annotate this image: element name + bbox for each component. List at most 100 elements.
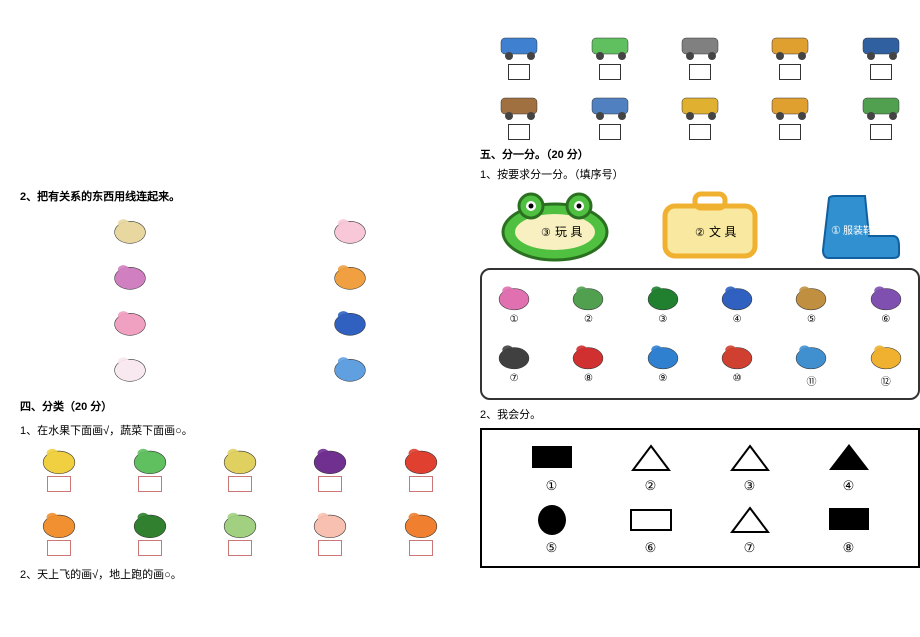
bear-icon [789, 280, 833, 312]
shape-number: ② [645, 478, 657, 494]
shape-number: ① [546, 478, 558, 494]
vehicle-item [853, 28, 909, 80]
pants-icon [789, 339, 833, 371]
sort-item: ⑨ [641, 339, 685, 388]
items-box: ① ② ③ ④ ⑤ ⑥ ⑦ [480, 268, 920, 400]
item-number: ② [584, 314, 593, 325]
roller-icon [582, 88, 638, 124]
item-number: ⑧ [584, 373, 593, 384]
answer-box[interactable] [47, 476, 71, 492]
answer-box[interactable] [138, 476, 162, 492]
bus-icon [762, 28, 818, 64]
fruit-row-1 [20, 442, 460, 492]
q5-2-text: 2、我会分。 [480, 406, 920, 422]
sort-item: ③ [641, 280, 685, 325]
answer-box[interactable] [228, 476, 252, 492]
answer-box[interactable] [409, 540, 433, 556]
shape-item: ① [522, 440, 582, 494]
svg-text:③: ③ [541, 227, 551, 239]
shape-icon [625, 502, 677, 536]
answer-box[interactable] [599, 64, 621, 80]
q5-heading: 五、分一分。（20 分） [480, 146, 920, 162]
q2-heading: 2、把有关系的东西用线连起来。 [20, 188, 460, 204]
answer-box[interactable] [779, 124, 801, 140]
answer-box[interactable] [508, 124, 530, 140]
sort-item: ⑩ [715, 339, 759, 388]
shape-item: ④ [819, 440, 879, 494]
shape-icon [625, 440, 677, 474]
answer-box[interactable] [409, 476, 433, 492]
shape-icon [526, 440, 578, 474]
truck-icon [582, 28, 638, 64]
sort-item: ⑪ [789, 339, 833, 388]
sort-item: ⑤ [789, 280, 833, 325]
sort-item: ⑫ [864, 339, 908, 388]
item-number: ⑥ [881, 314, 890, 325]
answer-box[interactable] [870, 124, 892, 140]
answer-box[interactable] [689, 124, 711, 140]
match-right-col [328, 212, 372, 384]
q4-1-text: 1、在水果下面画√，蔬菜下面画○。 [20, 422, 460, 438]
tomato-icon [398, 442, 444, 476]
shape-number: ⑧ [843, 540, 855, 556]
eggplant-icon [307, 442, 353, 476]
shape-item: ⑤ [522, 502, 582, 556]
item-number: ⑦ [510, 373, 519, 384]
peapod-icon [127, 442, 173, 476]
vehicle-row-1 [480, 28, 920, 80]
answer-box[interactable] [508, 64, 530, 80]
answer-box[interactable] [318, 540, 342, 556]
vehicle-item [853, 88, 909, 140]
shoes-icon [108, 304, 152, 338]
vehicle-item [672, 28, 728, 80]
bag-category: ② 文 具 [655, 188, 765, 262]
answer-box[interactable] [599, 124, 621, 140]
produce-item [36, 442, 82, 492]
jacket-icon [492, 280, 536, 312]
shape-icon [823, 440, 875, 474]
q4-heading: 四、分类（20 分） [20, 398, 460, 414]
answer-box[interactable] [138, 540, 162, 556]
shape-icon [724, 440, 776, 474]
jet-icon [762, 88, 818, 124]
cap-icon [566, 339, 610, 371]
item-number: ⑪ [806, 373, 816, 388]
produce-item [127, 442, 173, 492]
chick-icon [864, 339, 908, 371]
item-number: ⑩ [733, 373, 742, 384]
sort-item: ⑥ [864, 280, 908, 325]
vehicle-item [582, 28, 638, 80]
frog-category: ③ 玩 具 [495, 188, 615, 262]
shapes-row-1: ① ② ③ ④ [502, 440, 898, 494]
item-number: ⑨ [658, 373, 667, 384]
shape-item: ③ [720, 440, 780, 494]
cup-icon [328, 304, 372, 338]
shape-icon [823, 502, 875, 536]
boot-category: ① 服装鞋帽 [805, 188, 905, 262]
sort-item: ① [492, 280, 536, 325]
shape-item: ⑦ [720, 502, 780, 556]
produce-item [307, 442, 353, 492]
excavator-icon [672, 88, 728, 124]
svg-text:玩 具: 玩 具 [555, 225, 582, 239]
shape-number: ⑦ [744, 540, 756, 556]
shape-icon [724, 502, 776, 536]
tractor-icon [853, 88, 909, 124]
answer-box[interactable] [228, 540, 252, 556]
vehicle-item [491, 28, 547, 80]
svg-text:服装鞋帽: 服装鞋帽 [843, 224, 883, 237]
item-number: ⑫ [881, 373, 891, 388]
produce-item [398, 442, 444, 492]
sort-item: ② [566, 280, 610, 325]
fruit-row-2 [20, 506, 460, 556]
answer-box[interactable] [47, 540, 71, 556]
shape-item: ⑧ [819, 502, 879, 556]
q5-1-text: 1、按要求分一分。（填序号） [480, 166, 920, 182]
carrot2-icon [398, 506, 444, 540]
answer-box[interactable] [689, 64, 711, 80]
answer-box[interactable] [779, 64, 801, 80]
toothpaste-icon [108, 212, 152, 246]
answer-box[interactable] [318, 476, 342, 492]
answer-box[interactable] [870, 64, 892, 80]
produce-item [217, 506, 263, 556]
